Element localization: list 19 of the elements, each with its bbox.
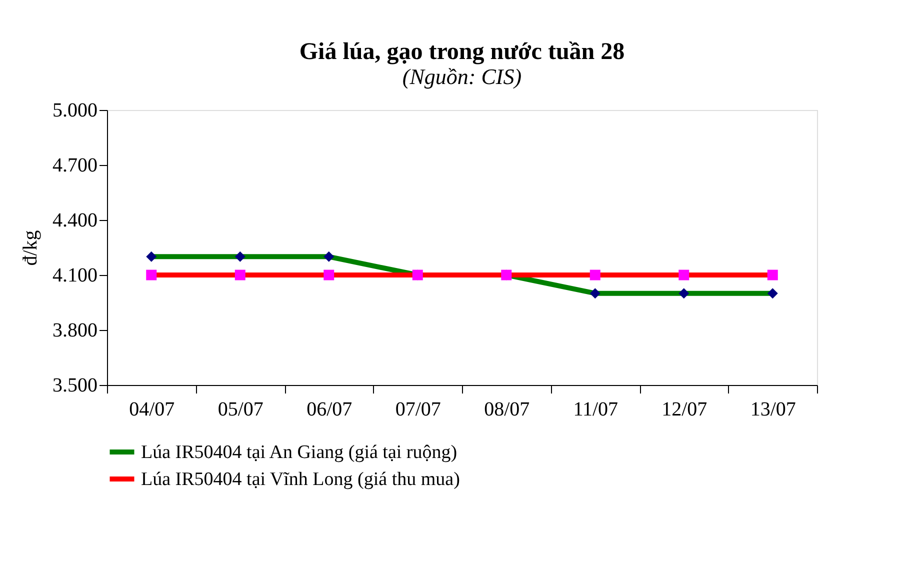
x-tick-label: 12/07 <box>662 398 708 420</box>
y-tick-label: 5.000 <box>52 100 98 122</box>
legend-label: Lúa IR50404 tại Vĩnh Long (giá thu mua) <box>141 469 460 490</box>
x-tick-label: 13/07 <box>750 398 796 420</box>
y-tick-label: 4.100 <box>52 264 98 286</box>
x-tick-label: 11/07 <box>573 398 618 420</box>
y-tick-label: 4.400 <box>52 210 98 232</box>
chart-title: Giá lúa, gạo trong nước tuần 28 <box>299 39 625 65</box>
y-tick-label: 4.700 <box>52 154 98 176</box>
x-tick-label: 05/07 <box>218 398 264 420</box>
x-tick-label: 04/07 <box>129 398 175 420</box>
y-axis-title: đ/kg <box>20 230 42 266</box>
x-tick-label: 08/07 <box>484 398 530 420</box>
x-tick-label: 07/07 <box>395 398 441 420</box>
x-tick-label: 06/07 <box>306 398 352 420</box>
legend-label: Lúa IR50404 tại An Giang (giá tại ruộng) <box>141 442 458 463</box>
chart-subtitle: (Nguồn: CIS) <box>402 64 522 89</box>
y-tick-label: 3.800 <box>52 320 98 342</box>
y-tick-label: 3.500 <box>52 374 98 396</box>
